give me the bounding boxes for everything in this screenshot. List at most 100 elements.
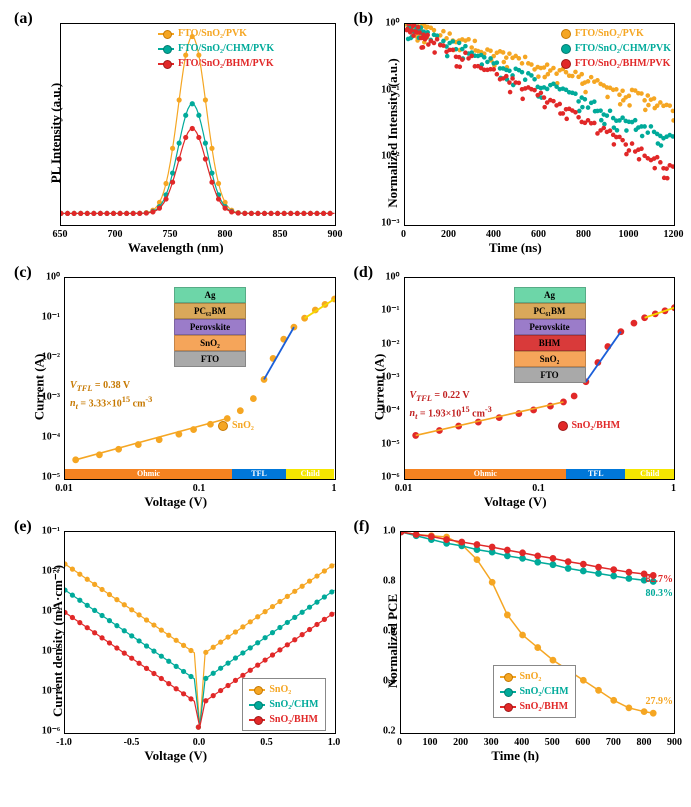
ytick: 10⁰ [374, 18, 400, 29]
legend-item: SnO₂/BHM [500, 699, 569, 714]
ytick: 10⁻² [34, 566, 60, 577]
end-label: 82.7% [646, 574, 674, 585]
xtick: 800 [218, 229, 233, 240]
legend-item: SnO₂ [249, 682, 318, 697]
xtick: 800 [576, 229, 591, 240]
legend-label: FTO/SnO₂/PVK [575, 26, 644, 41]
xtick: 0.01 [395, 483, 413, 494]
xtick: 0.5 [260, 737, 273, 748]
legend-dot-icon [558, 421, 568, 431]
panel-e-xlabel: Voltage (V) [144, 748, 207, 764]
xtick: 900 [328, 229, 343, 240]
stack-layer: Perovskite [514, 319, 586, 335]
legend-item: FTO/SnO₂/PVK [158, 26, 274, 41]
stack-layer: Ag [174, 287, 246, 303]
legend-item: SnO₂/BHM [249, 712, 318, 727]
panel-c-device-stack: AgPC₆₁BMPerovskiteSnO₂FTO [174, 287, 246, 367]
xtick: 850 [273, 229, 288, 240]
panel-d-device-stack: AgPC₆₁BMPerovskiteBHMSnO₂FTO [514, 287, 586, 383]
xtick: 0.1 [193, 483, 206, 494]
ytick: 10⁻¹ [34, 526, 60, 537]
xtick: 650 [53, 229, 68, 240]
panel-d-region-bar: OhmicTFLChild [405, 469, 675, 479]
xtick: -0.5 [124, 737, 140, 748]
xtick: 0 [397, 737, 402, 748]
legend-single: SnO₂ [218, 420, 254, 431]
xtick: 100 [423, 737, 438, 748]
legend-label: FTO/SnO₂/BHM/PVK [178, 56, 274, 71]
panel-c-xlabel: Voltage (V) [144, 494, 207, 510]
xtick: 1200 [664, 229, 684, 240]
legend-dot-icon [218, 421, 228, 431]
panel-a: (a) PL Intensity (a.u.) Wavelength (nm) … [8, 8, 344, 258]
legend-item: FTO/SnO₂/BHM/PVK [561, 56, 671, 71]
panel-a-legend: FTO/SnO₂/PVKFTO/SnO₂/CHM/PVKFTO/SnO₂/BHM… [158, 26, 274, 71]
legend-item: SnO₂ [500, 669, 569, 684]
panel-d-xlabel: Voltage (V) [484, 494, 547, 510]
region-tfl: TFL [566, 469, 625, 479]
xtick: 0.1 [532, 483, 545, 494]
panel-e-label: (e) [14, 518, 32, 536]
panel-f-label: (f) [354, 518, 370, 536]
legend-label: SnO₂/BHM [269, 712, 318, 727]
panel-b-legend: FTO/SnO₂/PVKFTO/SnO₂/CHM/PVKFTO/SnO₂/BHM… [561, 26, 671, 71]
ytick: 10⁻¹ [34, 312, 60, 323]
legend-marker-icon [158, 33, 174, 35]
xtick: 0.0 [193, 737, 206, 748]
end-label: 27.9% [646, 696, 674, 707]
legend-label: SnO₂/CHM [269, 697, 318, 712]
ytick: 10⁻⁶ [34, 726, 60, 737]
ytick: 1.0 [374, 526, 396, 537]
ytick: 10⁻⁵ [34, 472, 60, 483]
end-label: 80.3% [646, 588, 674, 599]
panel-a-xlabel: Wavelength (nm) [128, 240, 224, 256]
legend-marker-icon [500, 706, 516, 708]
ytick: 0.8 [374, 576, 396, 587]
legend-label: SnO₂/BHM [572, 420, 621, 431]
panel-a-label: (a) [14, 10, 33, 28]
figure-grid: (a) PL Intensity (a.u.) Wavelength (nm) … [8, 8, 683, 766]
panel-c-region-bar: OhmicTFLChild [65, 469, 335, 479]
legend-label: FTO/SnO₂/PVK [178, 26, 247, 41]
xtick: 300 [484, 737, 499, 748]
legend-item: FTO/SnO₂/CHM/PVK [561, 41, 671, 56]
panel-f-xlabel: Time (h) [491, 748, 539, 764]
annotation: nt = 1.93×1015 cm-3 [410, 405, 492, 421]
stack-layer: Ag [514, 287, 586, 303]
stack-layer: SnO₂ [514, 351, 586, 367]
legend-label: SnO₂ [520, 669, 542, 684]
legend-label: FTO/SnO₂/CHM/PVK [575, 41, 671, 56]
stack-layer: Perovskite [174, 319, 246, 335]
panel-c-label: (c) [14, 264, 32, 282]
xtick: 750 [163, 229, 178, 240]
ytick: 10⁻² [374, 151, 400, 162]
legend-marker-icon [158, 48, 174, 50]
ytick: 0.2 [374, 726, 396, 737]
xtick: 800 [636, 737, 651, 748]
xtick: 0 [401, 229, 406, 240]
stack-layer: BHM [514, 335, 586, 351]
legend-dot-icon [561, 59, 571, 69]
ytick: 10⁻³ [34, 606, 60, 617]
ytick: 10⁻⁴ [34, 432, 60, 443]
ytick: 10⁻² [34, 352, 60, 363]
ytick: 10⁻² [374, 338, 400, 349]
xtick: 700 [108, 229, 123, 240]
panel-b-label: (b) [354, 10, 374, 28]
stack-layer: PC₆₁BM [174, 303, 246, 319]
region-child: Child [286, 469, 335, 479]
xtick: -1.0 [56, 737, 72, 748]
legend-label: SnO₂ [232, 420, 254, 431]
ytick: 10⁻⁴ [34, 646, 60, 657]
xtick: 1 [332, 483, 337, 494]
xtick: 1 [671, 483, 676, 494]
ytick: 10⁻⁴ [374, 405, 400, 416]
legend-single: SnO₂/BHM [558, 420, 621, 431]
legend-label: FTO/SnO₂/CHM/PVK [178, 41, 274, 56]
legend-marker-icon [158, 63, 174, 65]
xtick: 200 [453, 737, 468, 748]
ytick: 10⁻³ [374, 218, 400, 229]
legend-label: FTO/SnO₂/BHM/PVK [575, 56, 671, 71]
annotation: nt = 3.33×1015 cm-3 [70, 395, 152, 411]
legend-label: SnO₂ [269, 682, 291, 697]
